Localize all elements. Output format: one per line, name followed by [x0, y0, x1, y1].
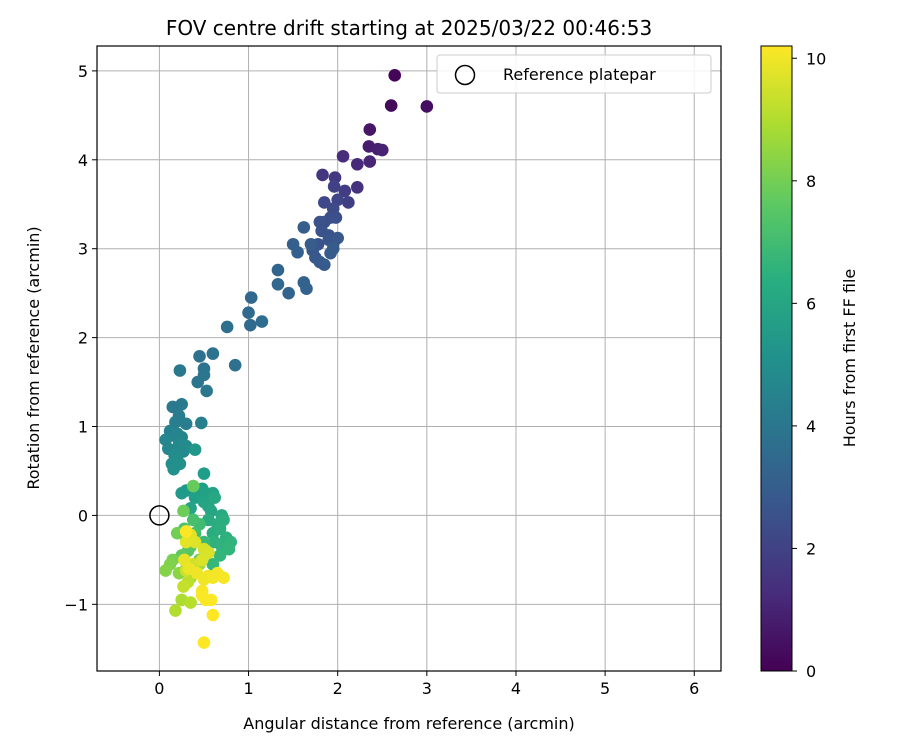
data-point — [217, 571, 230, 584]
y-tick-label: 0 — [78, 506, 88, 525]
x-tick-label: 5 — [600, 679, 610, 698]
data-point — [175, 397, 188, 411]
data-point — [297, 221, 311, 234]
data-point — [338, 184, 352, 198]
data-point — [384, 99, 398, 112]
data-point — [213, 522, 227, 536]
data-point — [208, 491, 221, 504]
data-point — [329, 211, 343, 224]
data-point — [159, 564, 172, 577]
colorbar-tick-label: 6 — [806, 294, 816, 313]
data-point — [375, 143, 389, 157]
data-point — [388, 69, 402, 82]
legend-label: Reference platepar — [503, 65, 656, 84]
data-point — [420, 100, 434, 113]
data-point — [197, 467, 211, 480]
x-tick-label: 2 — [333, 679, 343, 698]
data-point — [271, 263, 285, 277]
data-point — [206, 608, 220, 622]
y-tick-label: 4 — [78, 151, 88, 170]
data-point — [282, 286, 295, 300]
data-point — [228, 358, 242, 372]
colorbar: 0 2 4 6 8 10 Hours from first FF file — [760, 45, 859, 681]
data-point — [327, 180, 341, 193]
data-point — [186, 513, 200, 527]
colorbar-tick-label: 10 — [806, 49, 826, 68]
data-point — [177, 504, 190, 518]
data-point — [173, 364, 187, 377]
data-point — [179, 535, 193, 549]
data-point — [191, 375, 205, 389]
x-tick-label: 4 — [511, 679, 521, 698]
data-point — [304, 237, 318, 251]
plot-frame — [96, 45, 722, 672]
data-point — [363, 155, 377, 168]
data-point — [244, 318, 257, 332]
data-point — [350, 157, 364, 171]
x-tick-label: 0 — [154, 679, 164, 698]
data-point — [331, 231, 344, 245]
y-ticks: −1 0 1 2 3 4 5 — [64, 62, 97, 614]
data-point — [179, 417, 193, 431]
reference-point-marker — [149, 505, 170, 526]
data-point — [318, 258, 331, 272]
data-point — [336, 149, 350, 163]
data-point — [213, 549, 227, 562]
colorbar-tick-label: 2 — [806, 539, 816, 558]
chart-title: FOV centre drift starting at 2025/03/22 … — [166, 16, 652, 40]
data-point — [318, 196, 331, 209]
data-point — [316, 168, 329, 182]
colorbar-ticks: 0 2 4 6 8 10 — [792, 49, 826, 681]
y-axis-title: Rotation from reference (arcmin) — [24, 226, 43, 489]
legend-marker-icon — [454, 64, 476, 86]
colorbar-tick-label: 0 — [806, 662, 816, 681]
data-points — [159, 69, 434, 649]
colorbar-tick-label: 4 — [806, 417, 816, 436]
data-point — [342, 196, 355, 209]
data-point — [197, 636, 211, 649]
data-point — [188, 443, 202, 456]
y-tick-label: −1 — [64, 595, 88, 614]
data-point — [193, 349, 206, 363]
data-point — [179, 525, 193, 538]
colorbar-label: Hours from first FF file — [840, 269, 859, 448]
data-point — [194, 416, 208, 430]
data-point — [159, 433, 172, 447]
data-point — [350, 181, 364, 194]
data-point — [291, 245, 304, 259]
data-point — [186, 479, 200, 493]
y-tick-label: 5 — [78, 62, 88, 81]
data-point — [222, 542, 236, 556]
x-tick-label: 3 — [422, 679, 432, 698]
x-tick-label: 6 — [689, 679, 699, 698]
y-tick-label: 2 — [78, 329, 88, 348]
x-tick-label: 1 — [243, 679, 253, 698]
data-point — [220, 320, 234, 334]
legend-box — [436, 54, 712, 94]
data-point — [242, 306, 255, 320]
data-point — [206, 347, 220, 360]
colorbar-gradient — [760, 45, 793, 672]
data-point — [200, 384, 213, 398]
x-axis-title: Angular distance from reference (arcmin) — [243, 714, 574, 733]
data-point — [169, 604, 182, 617]
data-point — [255, 315, 269, 328]
data-point — [184, 596, 197, 609]
y-tick-label: 1 — [78, 418, 88, 437]
data-point — [363, 123, 377, 136]
legend: Reference platepar — [436, 54, 712, 94]
data-point — [195, 553, 209, 567]
data-point — [167, 462, 180, 476]
data-point — [195, 589, 209, 602]
data-point — [271, 277, 285, 291]
x-ticks: 0 1 2 3 4 5 6 — [154, 671, 699, 698]
y-tick-label: 3 — [78, 240, 88, 259]
data-point — [326, 242, 340, 256]
data-point — [177, 580, 190, 593]
data-point — [297, 276, 311, 289]
data-point — [244, 291, 258, 304]
colorbar-tick-label: 8 — [806, 172, 816, 191]
